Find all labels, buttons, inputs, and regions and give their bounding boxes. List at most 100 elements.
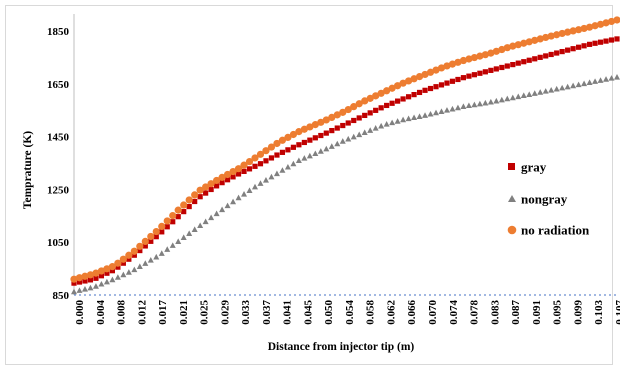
marker-gray <box>565 47 571 53</box>
series-no-radiation <box>70 16 620 283</box>
marker-no-radiation <box>125 251 133 259</box>
marker-nongray <box>98 280 105 287</box>
marker-gray <box>164 224 170 230</box>
marker-nongray <box>389 119 396 126</box>
marker-no-radiation <box>103 265 111 273</box>
x-tick-label: 0.012 <box>136 300 148 325</box>
marker-nongray <box>482 99 489 106</box>
marker-nongray <box>553 85 560 92</box>
marker-gray <box>477 70 483 76</box>
marker-nongray <box>131 266 138 273</box>
marker-no-radiation <box>262 147 270 155</box>
marker-no-radiation <box>328 113 336 121</box>
marker-no-radiation <box>196 186 204 194</box>
marker-nongray <box>284 163 291 170</box>
marker-gray <box>219 180 225 186</box>
marker-nongray <box>125 269 132 275</box>
x-tick-label: 0.008 <box>116 300 128 325</box>
x-tick-labels: 0.000 0.004 0.008 0.012 0.017 0.021 0.025 0.029… <box>74 300 620 325</box>
marker-no-radiation <box>459 56 468 65</box>
marker-no-radiation <box>92 269 100 277</box>
marker-no-radiation <box>240 161 248 169</box>
marker-gray <box>411 92 417 98</box>
marker-nongray <box>120 271 127 278</box>
marker-no-radiation <box>410 75 418 83</box>
x-tick-label: 0.074 <box>448 300 460 325</box>
x-tick-label: 0.058 <box>365 300 377 325</box>
marker-no-radiation <box>372 92 380 100</box>
marker-nongray <box>246 187 253 193</box>
marker-no-radiation <box>141 237 149 245</box>
marker-nongray <box>323 145 330 152</box>
marker-no-radiation <box>284 133 292 141</box>
marker-no-radiation <box>487 49 495 57</box>
marker-gray <box>301 139 307 146</box>
marker-no-radiation <box>191 191 199 199</box>
marker-no-radiation <box>322 116 330 124</box>
marker-no-radiation <box>383 87 391 95</box>
marker-gray <box>345 120 351 126</box>
marker-gray <box>460 75 467 81</box>
marker-nongray <box>345 135 352 142</box>
marker-no-radiation <box>234 165 243 173</box>
marker-no-radiation <box>437 64 446 72</box>
x-axis <box>73 14 617 296</box>
marker-gray <box>378 105 384 111</box>
marker-no-radiation <box>355 100 363 108</box>
marker-nongray <box>312 150 319 157</box>
marker-no-radiation <box>147 232 155 241</box>
marker-gray <box>592 40 598 46</box>
marker-gray <box>526 57 532 63</box>
marker-gray <box>329 127 335 134</box>
marker-gray <box>427 85 434 92</box>
marker-gray <box>395 98 401 104</box>
marker-no-radiation <box>256 150 265 158</box>
marker-gray <box>203 190 209 196</box>
marker-no-radiation <box>509 42 517 50</box>
x-tick-label: 0.033 <box>240 300 252 325</box>
marker-no-radiation <box>542 33 550 42</box>
marker-nongray <box>158 250 165 256</box>
marker-no-radiation <box>306 123 314 131</box>
marker-gray <box>131 252 137 258</box>
chart-frame <box>5 5 613 365</box>
marker-no-radiation <box>114 259 122 267</box>
marker-no-radiation <box>514 41 522 49</box>
y-tick-label: 1250 <box>47 184 70 196</box>
marker-no-radiation <box>185 196 193 204</box>
marker-nongray <box>87 284 94 291</box>
marker-nongray <box>564 83 571 90</box>
marker-gray <box>422 87 428 93</box>
marker-gray <box>499 64 505 71</box>
marker-nongray <box>487 98 494 105</box>
marker-nongray <box>208 214 215 221</box>
marker-gray <box>120 260 126 266</box>
marker-nongray <box>400 116 407 123</box>
y-tick-label: 1050 <box>47 237 70 249</box>
marker-gray <box>137 247 143 254</box>
marker-no-radiation <box>163 217 171 225</box>
x-tick-label: 0.045 <box>302 300 314 325</box>
x-tick-label: 0.107 <box>614 300 620 325</box>
marker-no-radiation <box>317 118 325 126</box>
marker-no-radiation <box>426 68 435 76</box>
x-axis-title: Distance from injector tip (m) <box>268 341 415 353</box>
legend-marker-no-radiation <box>507 225 517 235</box>
marker-gray <box>444 80 450 86</box>
marker-nongray <box>520 92 527 99</box>
marker-nongray <box>268 173 275 180</box>
marker-nongray <box>213 210 220 217</box>
marker-gray <box>570 46 576 52</box>
marker-no-radiation <box>564 28 572 36</box>
marker-no-radiation <box>498 45 506 54</box>
series-nongray <box>71 73 620 295</box>
marker-no-radiation <box>295 128 303 136</box>
marker-no-radiation <box>503 44 511 52</box>
marker-gray <box>181 209 187 215</box>
marker-nongray <box>339 138 346 144</box>
marker-gray <box>455 76 461 83</box>
marker-no-radiation <box>404 77 413 85</box>
marker-no-radiation <box>229 167 237 176</box>
marker-nongray <box>411 114 418 121</box>
marker-gray <box>614 36 620 42</box>
